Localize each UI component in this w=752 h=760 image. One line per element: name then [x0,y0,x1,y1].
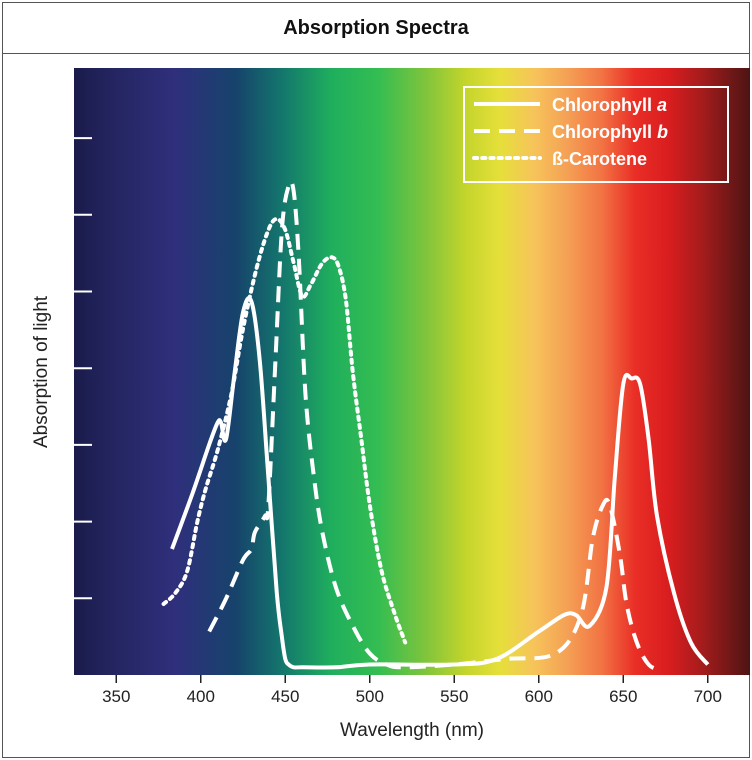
x-axis: 350 400 450 500 550 600 650 700 [102,675,722,706]
legend-box [463,86,729,183]
x-tick-label: 650 [609,687,637,706]
chart-title: Absorption Spectra [283,16,469,39]
series-lines [161,179,710,672]
x-tick-label: 500 [356,687,384,706]
x-tick-label: 400 [187,687,215,706]
legend-entry-chlorophyll-b: Chlorophyll b [552,122,668,142]
x-tick-label: 450 [271,687,299,706]
x-axis-label: Wavelength (nm) [340,720,484,741]
plot-area [74,68,750,675]
legend-entry-beta-carotene: ß-Carotene [552,149,647,169]
y-ticks [74,137,92,600]
x-tick-label: 600 [525,687,553,706]
y-axis-label: Absorption of light [31,295,52,449]
x-tick-label: 550 [440,687,468,706]
chlorophyll-b-line [207,179,662,672]
x-tick-label: 350 [102,687,130,706]
beta-carotene-line [161,217,408,645]
legend-entry-chlorophyll-a: Chlorophyll a [552,95,667,115]
legend: Chlorophyll a Chlorophyll b ß-Carotene [463,86,729,183]
x-tick-label: 700 [694,687,722,706]
chart-title-bar: Absorption Spectra [3,3,749,54]
